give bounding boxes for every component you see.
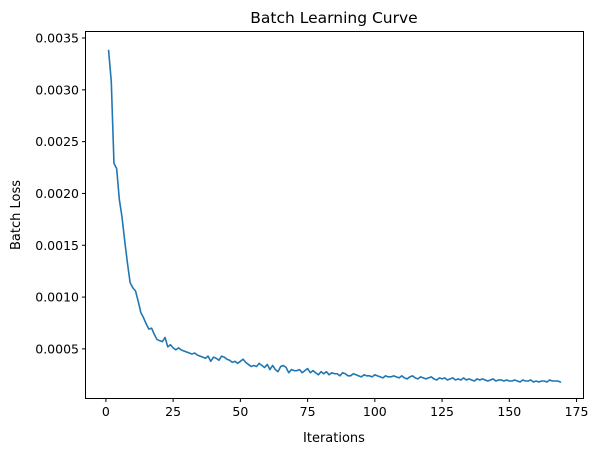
y-tick-label: 0.0005	[35, 341, 79, 356]
y-tick-label: 0.0025	[35, 134, 79, 149]
y-axis: 0.0005 0.0010 0.0015 0.0020 0.0025 0.0030 0.00…	[35, 31, 86, 356]
x-tick-label: 100	[363, 404, 387, 419]
x-tick-label: 175	[565, 404, 589, 419]
x-axis-label: Iterations	[303, 431, 365, 446]
y-tick-label: 0.0035	[35, 31, 79, 46]
y-axis-label: Batch Loss	[9, 180, 24, 250]
x-tick-label: 25	[165, 404, 181, 419]
y-tick-label: 0.0015	[35, 238, 79, 253]
batch-loss-line	[107, 49, 562, 383]
plot-area	[107, 49, 562, 383]
plot-frame	[85, 31, 584, 399]
x-tick-label: 125	[430, 404, 454, 419]
chart-title: Batch Learning Curve	[250, 9, 417, 27]
x-tick-label: 0	[102, 404, 110, 419]
x-tick-label: 150	[497, 404, 521, 419]
x-tick-label: 75	[300, 404, 316, 419]
y-tick-label: 0.0010	[35, 290, 79, 305]
x-tick-label: 50	[232, 404, 248, 419]
x-axis: 0 25 50 75 100 125 150 175	[102, 398, 589, 419]
y-tick-label: 0.0030	[35, 82, 79, 97]
y-tick-label: 0.0020	[35, 186, 79, 201]
